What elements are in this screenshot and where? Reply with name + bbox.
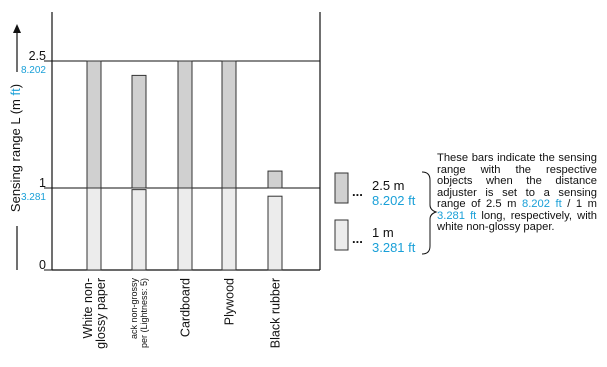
bar-2-5m	[177, 60, 193, 189]
x-category-label: White non-	[81, 278, 95, 338]
y-tick-sublabel: 3.281	[21, 192, 46, 203]
y-axis: 0 1 3.281 2.5 8.202 Sensing range L (m ft)	[8, 24, 52, 272]
y-axis-title-unit-m: m	[8, 95, 23, 109]
y-axis-title-close: )	[8, 84, 23, 88]
legend-label: 2.5 m	[372, 178, 405, 193]
y-tick-sublabel: 8.202	[21, 65, 46, 76]
bar-2-5m	[267, 170, 283, 189]
legend-sublabel: 3.281 ft	[372, 240, 416, 255]
x-category-label: per (Lightness: 5)	[139, 278, 149, 348]
y-tick-label: 1	[39, 176, 46, 190]
legend-brace	[421, 171, 438, 255]
x-category-label: Black rubber	[268, 278, 282, 348]
bar-1m	[221, 187, 237, 271]
bar-1m	[86, 187, 102, 271]
legend-dots: ...	[352, 231, 363, 246]
legend-label: 1 m	[372, 225, 394, 240]
bar-1m	[177, 187, 193, 271]
y-axis-title-unit-ft: ft	[8, 88, 23, 96]
legend-swatch	[334, 219, 349, 251]
y-tick-label: 0	[39, 258, 46, 272]
legend: ... 2.5 m8.202 ft... 1 m3.281 ft	[334, 171, 438, 255]
y-axis-title: Sensing range L (m ft)	[8, 84, 23, 212]
y-tick-label: 2.5	[29, 49, 46, 63]
x-category-label: Cardboard	[178, 278, 192, 337]
x-category-label: ack non-grossy	[129, 278, 139, 340]
y-axis-title-text: Sensing range L (	[8, 109, 23, 212]
x-category-label: glossy paper	[94, 278, 108, 349]
x-category-label: Plywood	[222, 278, 236, 325]
y-axis-arrowhead	[13, 24, 21, 33]
bar-1m	[267, 195, 283, 271]
bar-2-5m	[131, 74, 147, 189]
bar-1m	[131, 189, 147, 271]
x-axis-categories: White non-glossy paper ack non-grossy per …	[81, 278, 283, 349]
bar-2-5m	[86, 60, 102, 189]
legend-dots: ...	[352, 184, 363, 199]
legend-swatch	[334, 172, 349, 204]
chart-note: These bars indicate the sensing range wi…	[437, 152, 598, 233]
legend-sublabel: 8.202 ft	[372, 193, 416, 208]
bar-2-5m	[221, 60, 237, 189]
bars	[86, 60, 283, 271]
